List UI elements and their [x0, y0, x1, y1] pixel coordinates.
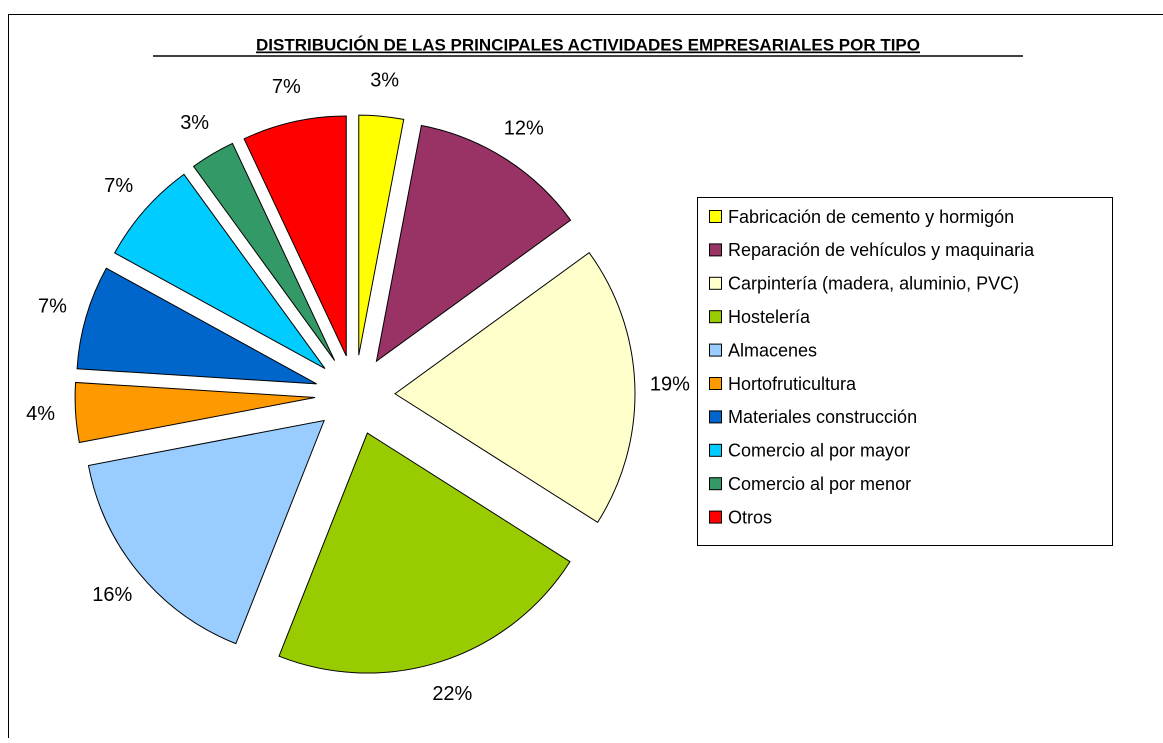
data-label: 3% [180, 112, 209, 134]
legend-swatch [710, 411, 722, 423]
legend-swatch [710, 211, 722, 223]
legend-swatch [710, 511, 722, 523]
data-label: 7% [272, 76, 301, 98]
legend-label: Hortofruticultura [728, 374, 857, 394]
data-label: 3% [370, 70, 399, 92]
legend-label: Materiales construcción [728, 407, 917, 427]
legend-swatch [710, 378, 722, 390]
legend-label: Reparación de vehículos y maquinaria [728, 240, 1035, 260]
legend-swatch [710, 244, 722, 256]
legend-swatch [710, 311, 722, 323]
data-label: 12% [504, 117, 544, 139]
legend-label: Hostelería [728, 307, 811, 327]
data-label: 4% [26, 403, 55, 425]
data-label: 7% [104, 175, 133, 197]
data-label: 22% [432, 683, 472, 705]
legend-label: Almacenes [728, 340, 817, 360]
legend-swatch [710, 478, 722, 490]
data-label: 7% [38, 295, 67, 317]
legend-label: Comercio al por menor [728, 474, 911, 494]
legend-label: Fabricación de cemento y hormigón [728, 207, 1014, 227]
legend-swatch [710, 344, 722, 356]
legend-label: Otros [728, 507, 772, 527]
legend-swatch [710, 444, 722, 456]
data-label: 16% [92, 584, 132, 606]
legend-label: Comercio al por mayor [728, 441, 910, 461]
chart-title: DISTRIBUCIÓN DE LAS PRINCIPALES ACTIVIDA… [256, 35, 920, 54]
legend-label: Carpintería (madera, aluminio, PVC) [728, 274, 1019, 294]
legend-swatch [710, 277, 722, 289]
data-label: 19% [650, 373, 690, 395]
